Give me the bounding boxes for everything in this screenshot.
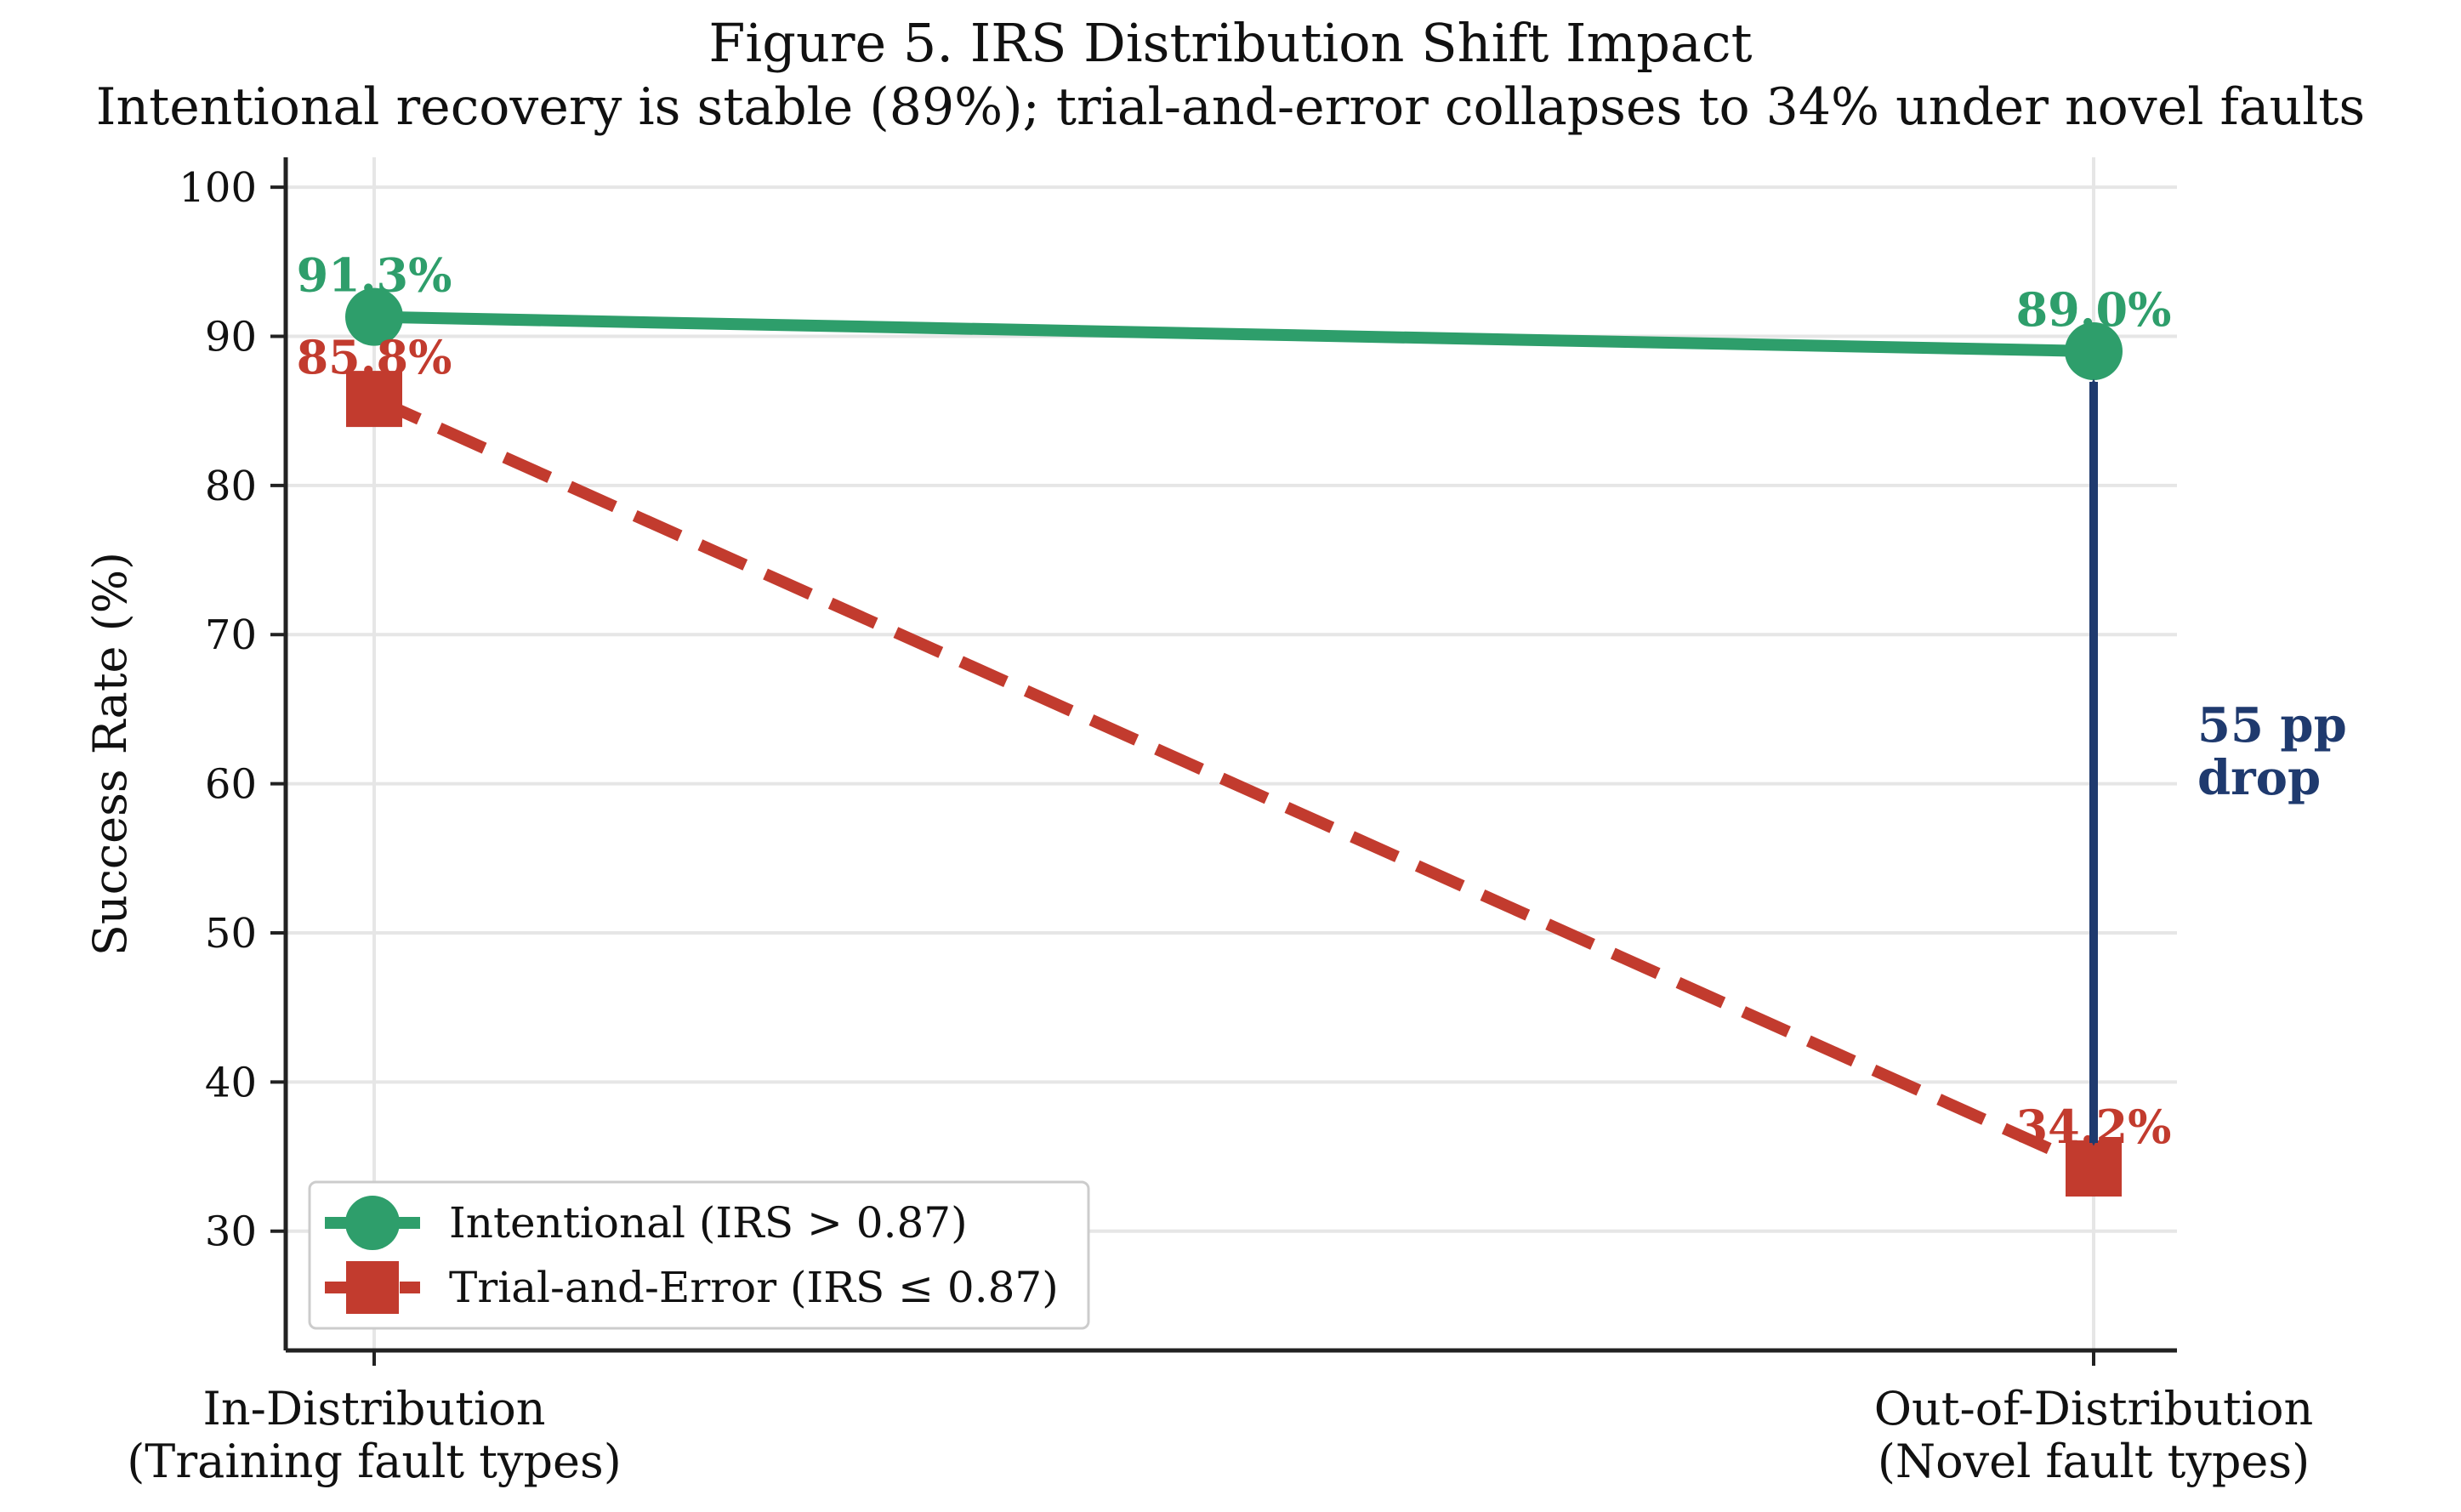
y-tick-label-40: 40 <box>205 1059 257 1106</box>
series-line-0 <box>373 310 2094 357</box>
y-tick-label-30: 30 <box>205 1208 257 1256</box>
y-tick-label-60: 60 <box>205 761 257 809</box>
y-tick-label-100: 100 <box>179 164 257 212</box>
series: 91.3%89.0%85.8%34.2% <box>297 248 2172 1197</box>
drop-annotation-line-0: 55 pp <box>2197 697 2347 753</box>
y-axis-ticks: 30 40 50 60 70 80 90 100 <box>179 164 286 1256</box>
x-tick-label-1-1: (Novel fault types) <box>1878 1435 2310 1488</box>
y-tick-label-70: 70 <box>205 611 257 659</box>
point-0-0 <box>345 287 403 346</box>
x-tick-label-1-0: Out-of-Distribution <box>1874 1382 2313 1435</box>
legend-marker-0 <box>345 1196 400 1250</box>
series-line-1 <box>372 393 2096 1174</box>
data-label-0-0: 91.3% <box>297 248 452 303</box>
legend-marker-1 <box>346 1261 399 1314</box>
legend-label-0: Intentional (IRS > 0.87) <box>449 1198 968 1248</box>
chart-title: Figure 5. IRS Distribution Shift Impact <box>708 12 1752 74</box>
legend-label-1: Trial-and-Error (IRS ≤ 0.87) <box>449 1263 1059 1312</box>
data-label-1-0: 85.8% <box>297 330 452 384</box>
legend-box <box>308 1180 1090 1330</box>
drop-annotation-line-1: drop <box>2197 750 2321 806</box>
y-tick-label-80: 80 <box>205 463 257 510</box>
point-0-1 <box>2065 321 2123 380</box>
x-tick-label-0-0: In-Distribution <box>202 1382 545 1435</box>
legend: Intentional (IRS > 0.87) Trial-and-Error … <box>308 1180 1090 1330</box>
y-axis-label: Success Rate (%) <box>83 552 137 956</box>
point-1-0 <box>346 371 402 428</box>
y-tick-label-50: 50 <box>205 910 257 958</box>
series-1 <box>346 371 2122 1197</box>
x-tick-label-0-1: (Training fault types) <box>127 1435 622 1488</box>
axes <box>283 157 2177 1353</box>
series-0 <box>345 287 2123 380</box>
point-1-1 <box>2066 1140 2122 1197</box>
chart-subtitle: Intentional recovery is stable (89%); tr… <box>96 77 2365 137</box>
data-label-0-1: 89.0% <box>2016 282 2172 337</box>
y-tick-label-90: 90 <box>205 313 257 361</box>
x-axis-ticks: In-Distribution(Training fault types) Out… <box>127 1350 2313 1488</box>
